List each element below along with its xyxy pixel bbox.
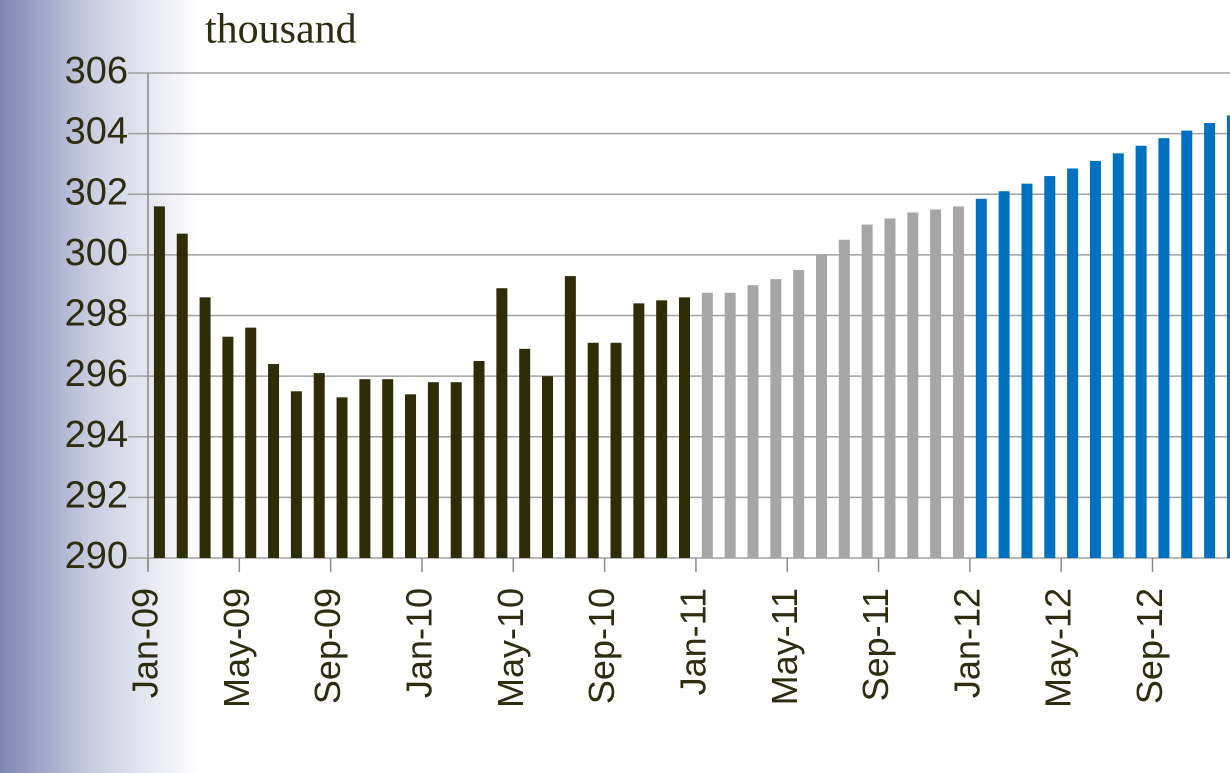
bar (1112, 153, 1124, 558)
bar (679, 297, 691, 558)
bar (199, 297, 211, 558)
y-tick-label: 302 (65, 171, 128, 213)
bar (998, 191, 1010, 558)
bar (542, 376, 554, 558)
bar (1204, 123, 1216, 558)
y-tick-label: 300 (65, 232, 128, 274)
bar (1226, 115, 1230, 558)
bar (268, 364, 280, 558)
y-tick-label: 294 (65, 414, 128, 456)
bar (1021, 183, 1033, 558)
bar (975, 198, 987, 558)
bar (290, 391, 302, 558)
bar (336, 397, 348, 558)
bar (747, 285, 759, 558)
bar (153, 206, 165, 558)
bar (952, 206, 964, 558)
x-tick-label: Sep-09 (307, 588, 348, 704)
x-tick-label: Sep-10 (581, 588, 622, 704)
x-tick-label: May-11 (764, 588, 805, 705)
bar (1158, 138, 1170, 558)
bar (793, 270, 805, 558)
bar (587, 342, 599, 558)
x-tick-label: May-10 (490, 588, 531, 708)
bar (656, 300, 668, 558)
bar (473, 360, 485, 558)
chart-title: thousand (205, 7, 357, 53)
bar (382, 379, 394, 558)
y-tick-label: 298 (65, 293, 128, 335)
bar (884, 218, 896, 558)
bar (770, 279, 782, 558)
bar (245, 327, 257, 558)
bar (222, 336, 234, 558)
x-tick-label: May-09 (216, 588, 257, 708)
bar (359, 379, 371, 558)
x-tick-label: Jan-10 (398, 588, 439, 698)
y-tick-label: 292 (65, 474, 128, 516)
y-tick-label: 306 (65, 50, 128, 92)
bar (1135, 145, 1147, 558)
y-tick-label: 290 (65, 535, 128, 577)
bar (405, 394, 417, 558)
y-tick-label: 304 (65, 111, 128, 153)
x-tick-label: Jan-09 (125, 588, 166, 698)
x-tick-label: Sep-12 (1129, 588, 1170, 704)
bar (930, 209, 942, 558)
bar (313, 373, 325, 558)
bar (427, 382, 439, 558)
bar (815, 254, 827, 558)
x-tick-label: Jan-12 (946, 588, 987, 698)
bar (701, 292, 713, 558)
bar (450, 382, 462, 558)
bar (1181, 130, 1193, 558)
x-tick-label: May-12 (1038, 588, 1079, 708)
bar (176, 233, 188, 558)
bar (1089, 160, 1101, 558)
bar (724, 292, 736, 558)
x-tick-label: Sep-11 (855, 588, 896, 701)
bar (838, 239, 850, 558)
bar (519, 348, 531, 558)
bar (861, 224, 873, 558)
bar (1044, 176, 1056, 558)
y-tick-label: 296 (65, 353, 128, 395)
bar (564, 276, 576, 558)
bar (633, 303, 645, 558)
x-tick-label: Jan-11 (672, 588, 713, 695)
bar (1067, 168, 1079, 558)
bar (496, 288, 508, 558)
bar (907, 212, 919, 558)
bar (610, 342, 622, 558)
